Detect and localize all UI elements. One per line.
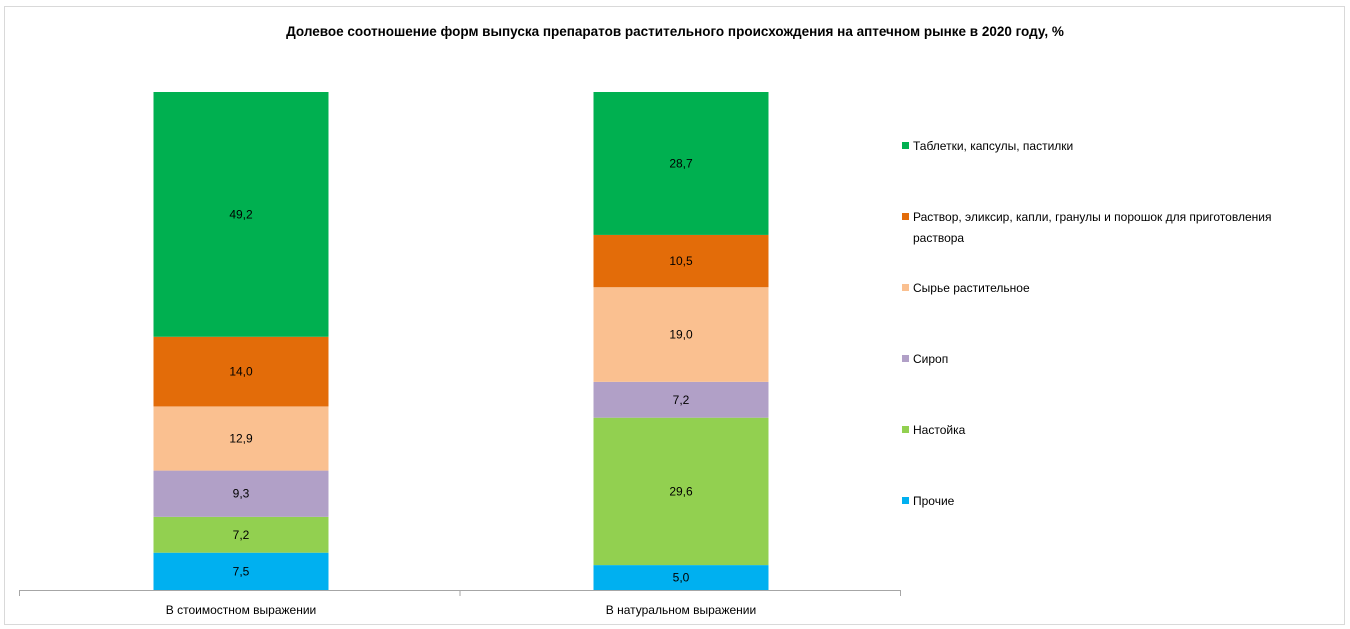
legend-label: Настойка bbox=[913, 423, 966, 437]
legend-label: раствора bbox=[913, 231, 964, 245]
stacked-bar-chart: Долевое соотношение форм выпуска препара… bbox=[19, 24, 1271, 617]
bar-segment bbox=[153, 470, 329, 517]
data-label: 9,3 bbox=[233, 487, 250, 501]
data-label: 19,0 bbox=[669, 328, 693, 342]
legend-label: Раствор, эликсир, капли, гранулы и порош… bbox=[913, 210, 1271, 224]
bar-segment bbox=[593, 565, 769, 590]
legend-label: Сироп bbox=[913, 352, 948, 366]
legend-swatch bbox=[902, 142, 909, 149]
x-axis: В стоимостном выражении В натуральном выр… bbox=[19, 590, 901, 617]
bar-segment bbox=[593, 417, 769, 566]
chart-title: Долевое соотношение форм выпуска препара… bbox=[286, 24, 1064, 39]
data-label: 29,6 bbox=[669, 484, 693, 498]
data-label: 14,0 bbox=[229, 365, 253, 379]
legend-swatch bbox=[902, 284, 909, 291]
data-label: 7,2 bbox=[233, 528, 250, 542]
bar-segment bbox=[153, 92, 329, 337]
data-label: 28,7 bbox=[669, 156, 693, 170]
data-label: 49,2 bbox=[229, 207, 253, 221]
legend-swatch bbox=[902, 497, 909, 504]
bar-segment bbox=[593, 381, 769, 418]
bar-segment bbox=[153, 552, 329, 590]
bar-segment bbox=[593, 234, 769, 288]
data-label: 10,5 bbox=[669, 254, 693, 268]
x-tick-label: В натуральном выражении bbox=[606, 603, 756, 617]
legend-swatch bbox=[902, 355, 909, 362]
bar-segment bbox=[153, 406, 329, 471]
bar-segment bbox=[153, 516, 329, 553]
data-label: 7,2 bbox=[673, 393, 690, 407]
data-label: 7,5 bbox=[233, 564, 250, 578]
x-tick-label: В стоимостном выражении bbox=[166, 603, 316, 617]
legend-label: Сырье растительное bbox=[913, 281, 1030, 295]
legend-label: Таблетки, капсулы, пастилки bbox=[913, 139, 1073, 153]
legend-swatch bbox=[902, 213, 909, 220]
legend: Таблетки, капсулы, пастилки Раствор, элик… bbox=[902, 139, 1271, 508]
chart-frame: Долевое соотношение форм выпуска препара… bbox=[4, 6, 1345, 625]
data-label: 12,9 bbox=[229, 432, 253, 446]
bars-group: 7,5 7,2 9,3 12,9 14,0 49,2 5,0 29,6 7,2 19,0 10,5 2… bbox=[153, 92, 769, 590]
bar-segment bbox=[593, 92, 769, 235]
bar-segment bbox=[153, 336, 329, 407]
legend-swatch bbox=[902, 426, 909, 433]
legend-label: Прочие bbox=[913, 494, 955, 508]
bar-segment bbox=[593, 287, 769, 382]
data-label: 5,0 bbox=[673, 571, 690, 585]
